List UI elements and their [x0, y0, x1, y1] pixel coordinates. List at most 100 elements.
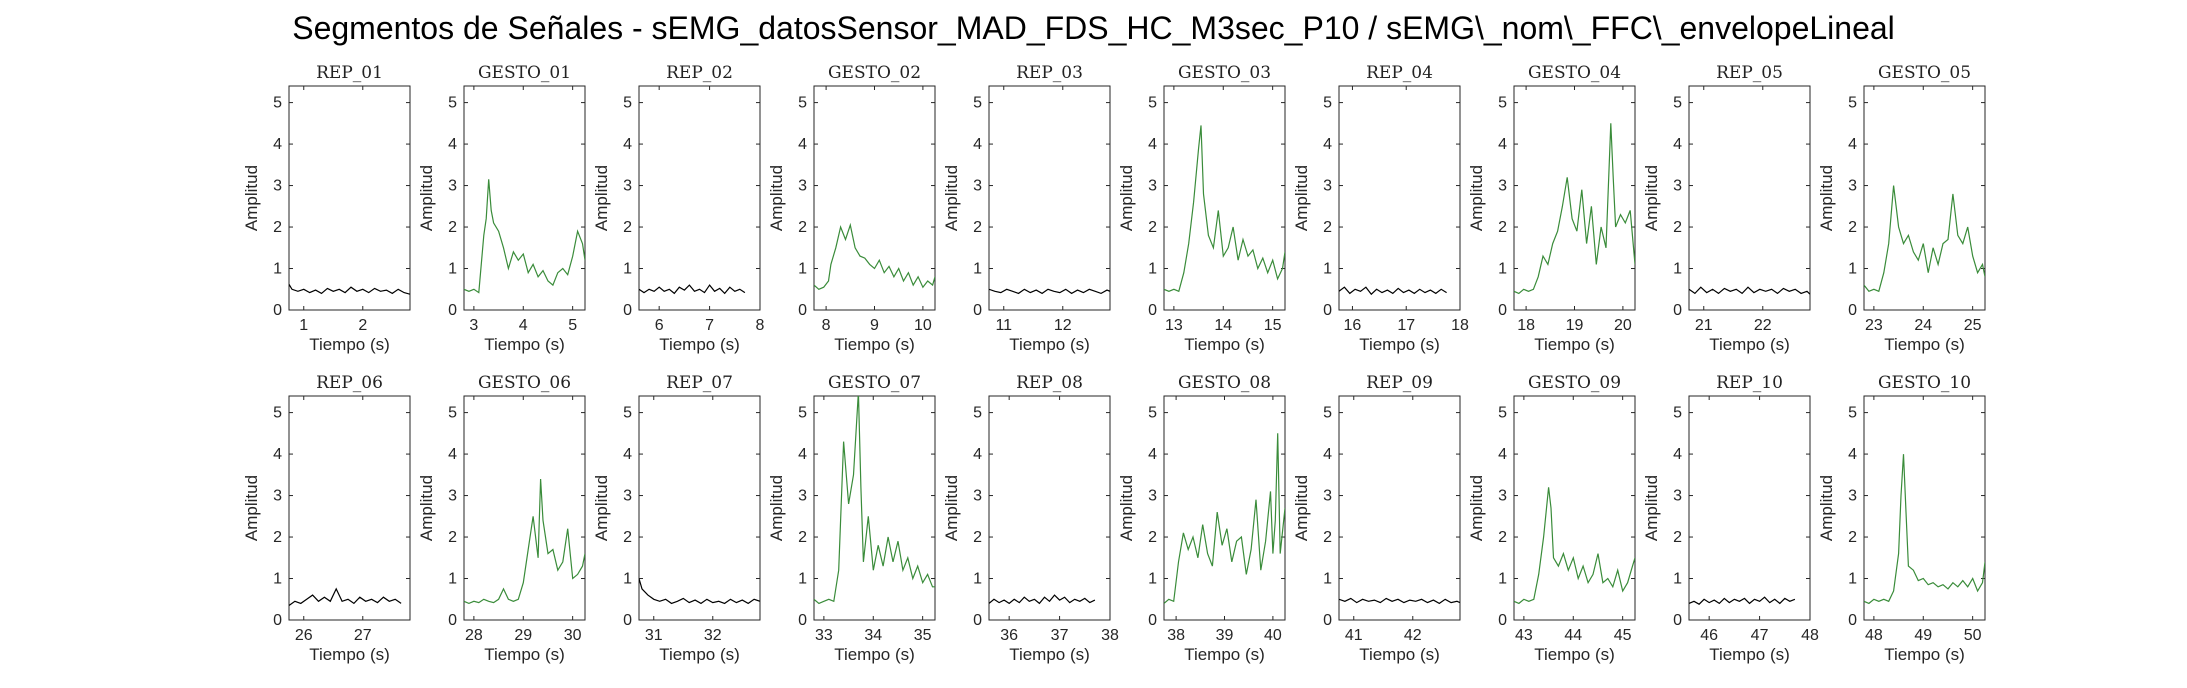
series-line-gesto — [1514, 123, 1635, 295]
y-tick-label: 2 — [1673, 219, 1682, 236]
x-tick-label: 8 — [822, 317, 831, 334]
x-tick-label: 27 — [354, 627, 372, 644]
subplot-title: GESTO_05 — [1878, 63, 1971, 83]
subplot-gesto-10: 0 1 2 3 4 5 48 49 50 GESTO_10 Tiempo (s) Amplitud — [1817, 373, 1986, 664]
x-axis-label: Tiempo (s) — [309, 335, 390, 354]
x-tick-label: 25 — [1964, 317, 1982, 334]
y-tick-label: 1 — [623, 261, 632, 278]
x-tick-label: 15 — [1264, 317, 1282, 334]
x-axis-label: Tiempo (s) — [1884, 335, 1965, 354]
y-tick-label: 4 — [973, 446, 982, 463]
subplot-title: REP_10 — [1716, 373, 1783, 393]
series-line-rep — [289, 587, 402, 606]
y-tick-label: 4 — [1323, 136, 1332, 153]
subplot-rep-06: 0 1 2 3 4 5 26 27 REP_06 Tiempo (s) Amplitud — [242, 373, 411, 664]
y-tick-label: 4 — [448, 136, 457, 153]
subplot-title: GESTO_02 — [828, 63, 921, 83]
y-axis-label: Amplitud — [417, 475, 436, 541]
x-tick-label: 4 — [519, 317, 528, 334]
x-tick-label: 19 — [1566, 317, 1584, 334]
x-axis-label: Tiempo (s) — [1184, 645, 1265, 664]
x-axis-label: Tiempo (s) — [1534, 335, 1615, 354]
axes-box — [1688, 395, 1811, 621]
axes-box — [1863, 395, 1986, 621]
y-tick-label: 3 — [1848, 488, 1857, 505]
x-axis-label: Tiempo (s) — [484, 335, 565, 354]
y-tick-label: 1 — [1848, 261, 1857, 278]
y-tick-label: 5 — [973, 95, 982, 112]
y-tick-label: 5 — [1673, 95, 1682, 112]
y-tick-label: 3 — [798, 178, 807, 195]
y-tick-label: 3 — [973, 488, 982, 505]
series-line-gesto — [1514, 487, 1635, 605]
y-tick-label: 3 — [1148, 178, 1157, 195]
y-tick-label: 3 — [448, 488, 457, 505]
y-tick-label: 5 — [623, 405, 632, 422]
y-tick-label: 1 — [1848, 571, 1857, 588]
x-tick-label: 37 — [1051, 627, 1069, 644]
y-tick-label: 4 — [1148, 136, 1157, 153]
subplot-gesto-03: 0 1 2 3 4 5 13 14 15 GESTO_03 Tiempo (s) Amplitud — [1117, 63, 1286, 354]
y-tick-label: 5 — [448, 405, 457, 422]
x-tick-label: 49 — [1914, 627, 1932, 644]
y-tick-label: 0 — [973, 612, 982, 629]
y-tick-label: 4 — [273, 136, 282, 153]
x-tick-label: 39 — [1216, 627, 1234, 644]
subplot-title: REP_06 — [316, 373, 383, 393]
x-axis-label: Tiempo (s) — [1009, 645, 1090, 664]
axes-box — [1163, 395, 1286, 621]
x-tick-label: 33 — [815, 627, 833, 644]
x-tick-label: 35 — [914, 627, 932, 644]
x-tick-label: 48 — [1801, 627, 1819, 644]
y-tick-label: 3 — [273, 178, 282, 195]
y-tick-label: 3 — [798, 488, 807, 505]
y-tick-label: 2 — [1323, 219, 1332, 236]
y-tick-label: 4 — [973, 136, 982, 153]
y-tick-label: 1 — [623, 571, 632, 588]
x-tick-label: 38 — [1167, 627, 1185, 644]
y-tick-label: 2 — [798, 529, 807, 546]
y-tick-label: 2 — [273, 219, 282, 236]
x-axis-label: Tiempo (s) — [659, 335, 740, 354]
y-tick-label: 3 — [1673, 488, 1682, 505]
series-line-gesto — [814, 222, 935, 291]
y-tick-label: 1 — [973, 261, 982, 278]
x-tick-label: 31 — [645, 627, 663, 644]
y-tick-label: 0 — [1323, 612, 1332, 629]
y-tick-label: 2 — [1673, 529, 1682, 546]
subplot-title: GESTO_10 — [1878, 373, 1971, 393]
y-tick-label: 0 — [1498, 612, 1507, 629]
y-tick-label: 0 — [798, 302, 807, 319]
x-tick-label: 23 — [1865, 317, 1883, 334]
subplot-title: GESTO_01 — [478, 63, 571, 83]
y-tick-label: 1 — [1498, 571, 1507, 588]
y-tick-label: 5 — [448, 95, 457, 112]
y-tick-label: 3 — [1323, 488, 1332, 505]
x-tick-label: 17 — [1397, 317, 1415, 334]
y-tick-label: 5 — [1323, 405, 1332, 422]
axes-box — [288, 395, 411, 621]
x-tick-label: 2 — [358, 317, 367, 334]
x-axis-label: Tiempo (s) — [1359, 335, 1440, 354]
series-line-rep — [989, 288, 1110, 295]
y-axis-label: Amplitud — [592, 165, 611, 231]
subplot-title: GESTO_03 — [1178, 63, 1271, 83]
y-tick-label: 5 — [1148, 95, 1157, 112]
x-tick-label: 32 — [704, 627, 722, 644]
y-axis-label: Amplitud — [1642, 165, 1661, 231]
x-tick-label: 45 — [1614, 627, 1632, 644]
y-axis-label: Amplitud — [242, 475, 261, 541]
y-axis-label: Amplitud — [1467, 475, 1486, 541]
y-tick-label: 1 — [1673, 261, 1682, 278]
y-tick-label: 4 — [1673, 446, 1682, 463]
y-tick-label: 4 — [798, 136, 807, 153]
x-tick-label: 40 — [1264, 627, 1282, 644]
x-tick-label: 34 — [864, 627, 882, 644]
subplot-title: REP_09 — [1366, 373, 1433, 393]
y-axis-label: Amplitud — [942, 475, 961, 541]
y-tick-label: 1 — [798, 571, 807, 588]
subplot-rep-05: 0 1 2 3 4 5 21 22 REP_05 Tiempo (s) Amplitud — [1642, 63, 1811, 354]
x-tick-label: 38 — [1101, 627, 1119, 644]
x-tick-label: 30 — [564, 627, 582, 644]
x-tick-label: 50 — [1964, 627, 1982, 644]
